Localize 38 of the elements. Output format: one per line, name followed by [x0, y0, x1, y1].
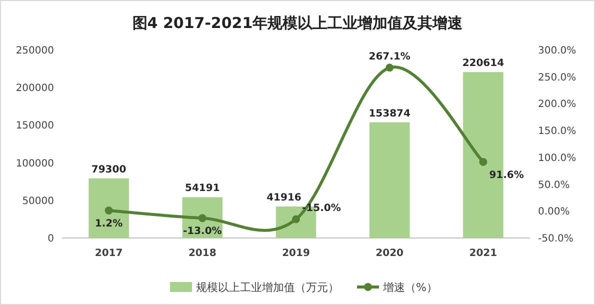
y2-tick-label: 150.0%: [538, 126, 576, 138]
x-tick-label: 2017: [94, 248, 123, 259]
y-tick-label: 150000: [16, 120, 54, 132]
point: [386, 64, 394, 72]
bar: [369, 122, 410, 238]
y-tick-label: 200000: [16, 83, 54, 94]
chart-title: 图4 2017-2021年规模以上工业增加值及其增速: [132, 14, 464, 32]
bar: [88, 178, 129, 238]
legend-label: 规模以上工业增加值（万元）: [196, 281, 339, 294]
data-label: 1.2%: [94, 218, 123, 230]
y2-tick-label: 0.00%: [538, 206, 570, 218]
data-label: -13.0%: [182, 226, 222, 238]
data-label: 41916: [266, 192, 302, 204]
x-tick-label: 2018: [188, 248, 216, 259]
x-tick-label: 2019: [282, 248, 310, 259]
data-label: 54191: [185, 183, 220, 194]
y2-tick-label: 300.0%: [538, 46, 576, 56]
y-tick-label: 0: [48, 234, 54, 244]
y2-tick-label: 50.0%: [538, 180, 570, 191]
data-label: 79300: [91, 164, 126, 176]
y2-tick-label: -50.0%: [538, 234, 574, 244]
point: [292, 215, 300, 224]
point: [104, 206, 113, 214]
y2-tick-label: 250.0%: [538, 72, 576, 84]
y2-tick-label: 100.0%: [538, 152, 576, 164]
y2-tick-label: 200.0%: [538, 99, 576, 110]
y-tick-label: 250000: [16, 46, 54, 56]
legend-label: 增速（%）: [382, 281, 438, 294]
data-label: 91.6%: [489, 170, 524, 181]
x-tick-label: 2021: [469, 248, 498, 259]
x-tick-label: 2020: [376, 248, 404, 259]
data-label: 153874: [368, 108, 411, 120]
point: [479, 158, 488, 166]
data-label: 220614: [462, 58, 504, 70]
data-label: 267.1%: [368, 52, 410, 63]
point: [198, 214, 206, 222]
y-tick-label: 50000: [22, 196, 54, 207]
y-tick-label: 100000: [16, 158, 54, 170]
